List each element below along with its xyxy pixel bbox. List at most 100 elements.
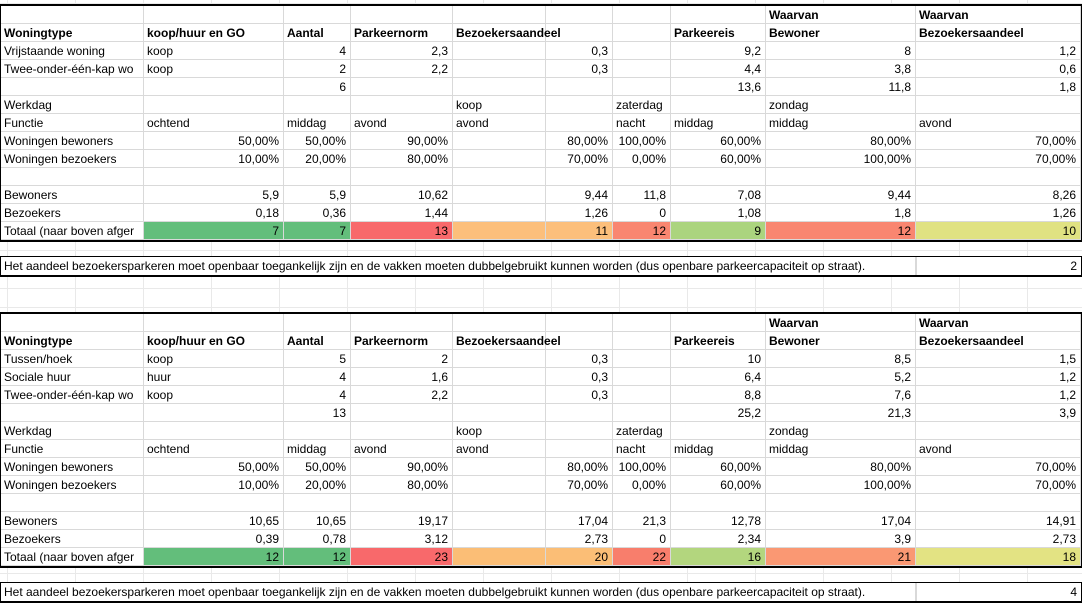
cell[interactable]: Bezoekersaandeel: [916, 24, 1081, 42]
cell[interactable]: Woningen bewoners: [1, 132, 144, 150]
cell[interactable]: 13: [284, 404, 351, 422]
cell[interactable]: [351, 314, 453, 332]
cell[interactable]: [284, 314, 351, 332]
cell[interactable]: zondag: [766, 96, 916, 114]
cell[interactable]: 100,00%: [613, 132, 671, 150]
cell[interactable]: middag: [766, 114, 916, 132]
cell[interactable]: [453, 204, 546, 222]
cell[interactable]: avond: [351, 440, 453, 458]
cell[interactable]: [453, 60, 546, 78]
cell[interactable]: koop: [144, 350, 284, 368]
cell[interactable]: avond: [453, 114, 546, 132]
cell[interactable]: 70,00%: [546, 150, 613, 168]
cell[interactable]: [766, 494, 916, 512]
cell[interactable]: 4,4: [671, 60, 766, 78]
cell[interactable]: 14,91: [916, 512, 1081, 530]
cell[interactable]: 12: [766, 222, 916, 240]
cell[interactable]: 80,00%: [546, 132, 613, 150]
cell[interactable]: 19,17: [351, 512, 453, 530]
cell[interactable]: [453, 222, 546, 240]
cell[interactable]: koop: [144, 42, 284, 60]
cell[interactable]: 0,3: [546, 368, 613, 386]
cell[interactable]: [144, 78, 284, 96]
cell[interactable]: [351, 422, 453, 440]
cell[interactable]: [453, 548, 546, 566]
cell[interactable]: 1,6: [351, 368, 453, 386]
cell[interactable]: [453, 368, 546, 386]
cell[interactable]: [546, 422, 613, 440]
cell[interactable]: 10,65: [144, 512, 284, 530]
cell[interactable]: 1,2: [916, 386, 1081, 404]
cell[interactable]: Bewoner: [766, 24, 916, 42]
cell[interactable]: 0,6: [916, 60, 1081, 78]
cell[interactable]: 17,04: [766, 512, 916, 530]
cell[interactable]: 6,4: [671, 368, 766, 386]
cell[interactable]: 9,44: [546, 186, 613, 204]
cell[interactable]: 13,6: [671, 78, 766, 96]
cell[interactable]: 1,26: [546, 204, 613, 222]
cell[interactable]: [546, 494, 613, 512]
cell[interactable]: 10,00%: [144, 150, 284, 168]
cell[interactable]: 60,00%: [671, 132, 766, 150]
cell[interactable]: koop: [453, 422, 546, 440]
cell[interactable]: 70,00%: [546, 476, 613, 494]
cell[interactable]: Woningtype: [1, 332, 144, 350]
cell[interactable]: 50,00%: [144, 132, 284, 150]
cell[interactable]: 9: [671, 222, 766, 240]
cell[interactable]: 7,08: [671, 186, 766, 204]
cell[interactable]: Twee-onder-één-kap wo: [1, 60, 144, 78]
cell[interactable]: Vrijstaande woning: [1, 42, 144, 60]
cell[interactable]: Bewoners: [1, 512, 144, 530]
cell[interactable]: [453, 150, 546, 168]
cell[interactable]: middag: [671, 114, 766, 132]
cell[interactable]: 12,78: [671, 512, 766, 530]
cell[interactable]: [1, 78, 144, 96]
cell[interactable]: 11,8: [766, 78, 916, 96]
cell[interactable]: [766, 168, 916, 186]
cell[interactable]: 12: [613, 222, 671, 240]
cell[interactable]: 100,00%: [613, 458, 671, 476]
cell[interactable]: 50,00%: [284, 458, 351, 476]
cell[interactable]: [453, 530, 546, 548]
cell[interactable]: [613, 314, 671, 332]
cell[interactable]: [453, 78, 546, 96]
cell[interactable]: Bezoekersaandeel: [453, 24, 561, 42]
cell[interactable]: 3,12: [351, 530, 453, 548]
cell[interactable]: [613, 332, 671, 350]
cell[interactable]: 5: [284, 350, 351, 368]
cell[interactable]: middag: [766, 440, 916, 458]
cell[interactable]: [1, 168, 144, 186]
cell[interactable]: 10: [916, 222, 1081, 240]
cell[interactable]: [613, 386, 671, 404]
cell[interactable]: [546, 114, 613, 132]
note-text[interactable]: Het aandeel bezoekersparkeren moet openb…: [1, 583, 916, 601]
cell[interactable]: [671, 96, 766, 114]
cell[interactable]: [546, 332, 613, 350]
cell[interactable]: [351, 6, 453, 24]
cell[interactable]: [546, 96, 613, 114]
cell[interactable]: [453, 168, 546, 186]
cell[interactable]: 0: [613, 204, 671, 222]
cell[interactable]: 10,65: [284, 512, 351, 530]
cell[interactable]: 2,2: [351, 386, 453, 404]
cell[interactable]: Bewoner: [766, 332, 916, 350]
cell[interactable]: avond: [916, 440, 1081, 458]
cell[interactable]: Bezoekers: [1, 204, 144, 222]
cell[interactable]: [546, 78, 613, 96]
cell[interactable]: 7,6: [766, 386, 916, 404]
cell[interactable]: 70,00%: [916, 150, 1081, 168]
cell[interactable]: [351, 168, 453, 186]
cell[interactable]: 21: [766, 548, 916, 566]
cell[interactable]: 7: [144, 222, 284, 240]
cell[interactable]: 11,8: [613, 186, 671, 204]
cell[interactable]: 8,5: [766, 350, 916, 368]
cell[interactable]: [453, 350, 546, 368]
cell[interactable]: 1,26: [916, 204, 1081, 222]
cell[interactable]: 0,39: [144, 530, 284, 548]
note-value[interactable]: 4: [916, 583, 1081, 601]
cell[interactable]: 2,34: [671, 530, 766, 548]
cell[interactable]: koop: [144, 386, 284, 404]
cell[interactable]: 13: [351, 222, 453, 240]
cell[interactable]: 3,8: [766, 60, 916, 78]
cell[interactable]: 12: [284, 548, 351, 566]
